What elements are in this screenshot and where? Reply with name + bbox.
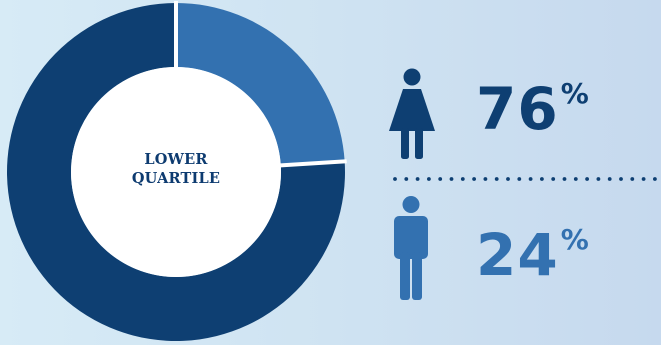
slice-separator (278, 159, 347, 168)
center-label: LOWER QUARTILE (101, 150, 251, 188)
dotted-divider (393, 177, 657, 181)
female-percentage: 76% (476, 77, 589, 139)
divider-dot (562, 177, 567, 181)
male-percentage-symbol: % (560, 223, 589, 256)
divider-dot (449, 177, 454, 181)
divider-dot (438, 177, 443, 181)
divider-dot (404, 177, 409, 181)
center-label-line-2: QUARTILE (131, 170, 221, 187)
donut-chart (6, 1, 347, 341)
divider-dot (630, 177, 635, 181)
divider-dot (641, 177, 646, 181)
divider-dot (528, 177, 533, 181)
donut-slice-women (6, 3, 346, 341)
male-icon (394, 196, 428, 300)
donut-slice-men (176, 3, 345, 166)
divider-dot (573, 177, 578, 181)
center-label-line-1: LOWER (144, 151, 208, 168)
female-icon (389, 68, 435, 159)
divider-dot (460, 177, 465, 181)
male-percentage: 24% (476, 223, 589, 285)
divider-dot (607, 177, 612, 181)
female-percentage-symbol: % (560, 77, 589, 110)
divider-dot (494, 177, 499, 181)
divider-dot (393, 177, 397, 181)
divider-dot (540, 177, 544, 181)
divider-dot (619, 177, 623, 181)
male-percentage-value: 24 (476, 221, 559, 289)
female-percentage-value: 76 (476, 75, 559, 143)
divider-dot (427, 177, 431, 181)
divider-dot (585, 177, 589, 181)
divider-dot (551, 177, 556, 181)
donut-hole (71, 67, 281, 277)
divider-dot (472, 177, 476, 181)
divider-dot (517, 177, 522, 181)
divider-dot (483, 177, 488, 181)
divider-dot (653, 177, 657, 181)
divider-dot (415, 177, 420, 181)
divider-dot (506, 177, 510, 181)
divider-dot (596, 177, 601, 181)
